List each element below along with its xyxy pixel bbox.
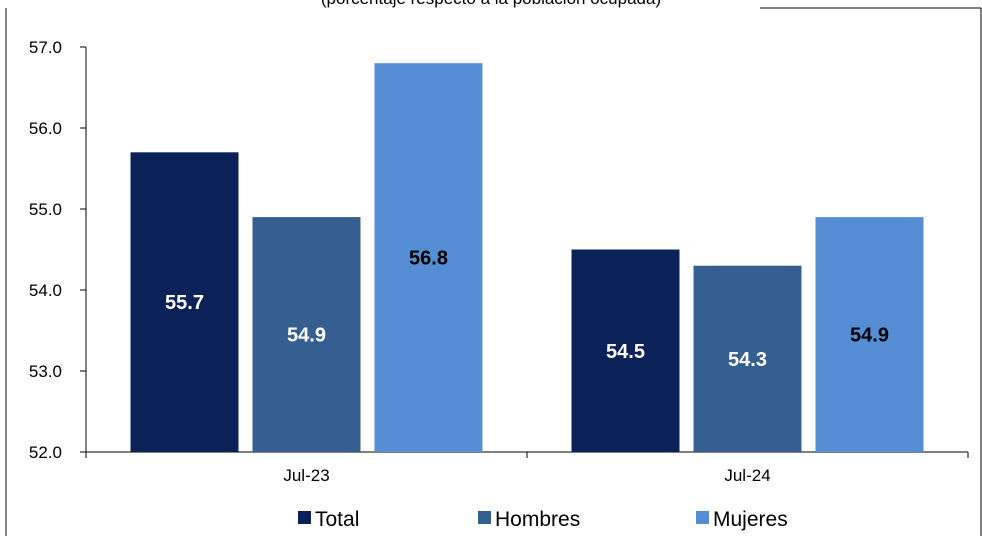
- bar: [130, 152, 239, 453]
- legend-swatch: [478, 511, 491, 524]
- y-tick-label: 57.0: [29, 38, 62, 57]
- bar: [374, 63, 483, 452]
- x-tick-label: Jul-23: [283, 466, 329, 485]
- legend-swatch: [298, 511, 311, 524]
- chart-border: [5, 7, 982, 536]
- bar: [252, 217, 361, 452]
- legend-swatch: [696, 511, 709, 524]
- y-tick-label: 54.0: [29, 281, 62, 300]
- axes: 52.0 53.0 54.0 55.0 56.0 57.0 Jul-23 Jul-24: [29, 38, 969, 485]
- chart-subtitle: (porcentaje respecto a la población ocup…: [321, 0, 661, 8]
- bar: [571, 249, 680, 452]
- y-tick-label: 55.0: [29, 200, 62, 219]
- data-labels: 55.7 54.9 56.8 54.5 54.3 54.9: [165, 248, 889, 371]
- x-tick-label: Jul-24: [724, 466, 770, 485]
- bar: [693, 265, 802, 452]
- bar: [815, 217, 924, 452]
- data-label: 54.9: [850, 325, 889, 347]
- data-label: 54.3: [728, 349, 767, 371]
- bars: [130, 63, 924, 453]
- legend-label: Mujeres: [713, 508, 788, 531]
- legend-label: Total: [315, 508, 359, 531]
- y-tick-label: 52.0: [29, 443, 62, 462]
- data-label: 54.9: [287, 325, 326, 347]
- legend-label: Hombres: [495, 508, 580, 531]
- y-tick-label: 56.0: [29, 119, 62, 138]
- data-label: 56.8: [409, 248, 448, 270]
- y-tick-label: 53.0: [29, 362, 62, 381]
- legend: Total Hombres Mujeres: [298, 508, 788, 531]
- data-label: 55.7: [165, 292, 204, 314]
- data-label: 54.5: [606, 341, 645, 363]
